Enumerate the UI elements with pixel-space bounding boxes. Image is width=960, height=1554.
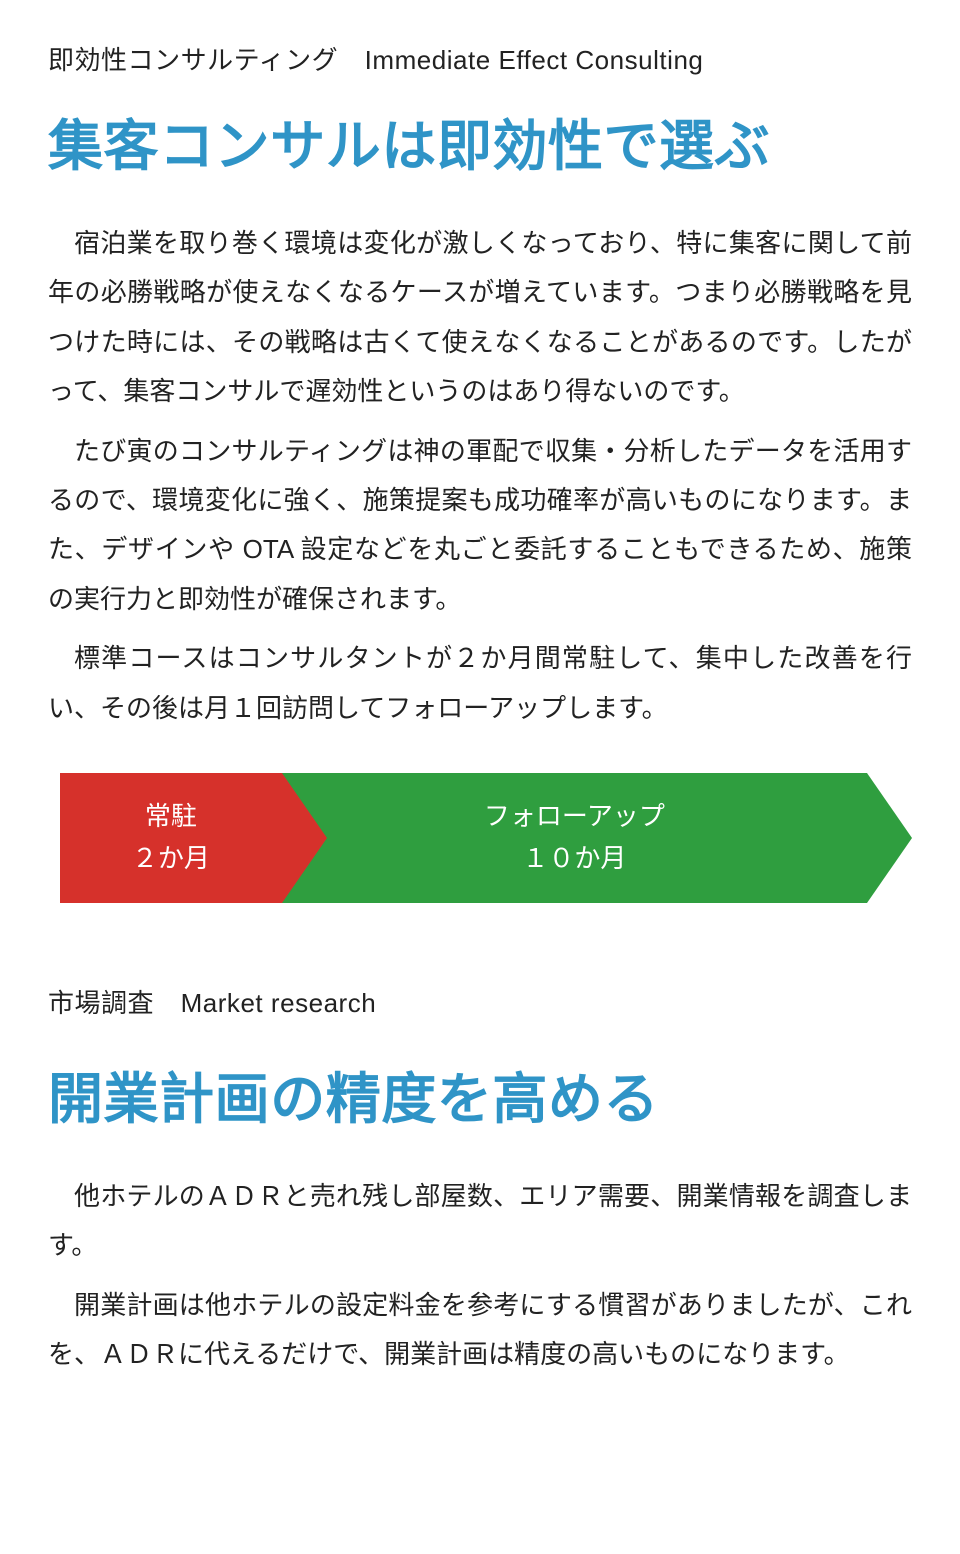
section1-para1: 宿泊業を取り巻く環境は変化が激しくなっており、特に集客に関して前年の必勝戦略が使… bbox=[48, 219, 912, 417]
section2-para2: 開業計画は他ホテルの設定料金を参考にする慣習がありましたが、これを、ＡＤＲに代え… bbox=[48, 1281, 912, 1380]
page: 即効性コンサルティング Immediate Effect Consulting … bbox=[0, 0, 960, 1449]
timeline-stage-resident-arrowhead-icon bbox=[282, 773, 327, 903]
section2-headline: 開業計画の精度を高める bbox=[48, 1066, 912, 1132]
section-consulting: 即効性コンサルティング Immediate Effect Consulting … bbox=[48, 40, 912, 903]
section2-para1: 他ホテルのＡＤＲと売れ残し部屋数、エリア需要、開業情報を調査します。 bbox=[48, 1172, 912, 1271]
timeline-stage-resident-line1: 常駐 bbox=[145, 796, 197, 838]
section1-para3: 標準コースはコンサルタントが２か月間常駐して、集中した改善を行い、その後は月１回… bbox=[48, 634, 912, 733]
timeline-stage-followup-line1: フォローアップ bbox=[484, 796, 665, 838]
timeline-diagram: 常駐 ２か月 フォローアップ １０か月 bbox=[48, 773, 912, 903]
section-market-research: 市場調査 Market research 開業計画の精度を高める 他ホテルのＡＤ… bbox=[48, 983, 912, 1380]
timeline-stage-resident: 常駐 ２か月 bbox=[60, 773, 282, 903]
section2-subheading: 市場調査 Market research bbox=[48, 983, 912, 1020]
section1-headline: 集客コンサルは即効性で選ぶ bbox=[48, 113, 912, 179]
timeline-stage-resident-line2: ２か月 bbox=[132, 838, 210, 880]
section1-subheading: 即効性コンサルティング Immediate Effect Consulting bbox=[48, 40, 912, 77]
section1-para2: たび寅のコンサルティングは神の軍配で収集・分析したデータを活用するので、環境変化… bbox=[48, 427, 912, 625]
spacer bbox=[48, 1056, 912, 1066]
timeline-row: 常駐 ２か月 フォローアップ １０か月 bbox=[60, 773, 912, 903]
timeline-stage-followup-arrowhead-icon bbox=[867, 773, 912, 903]
timeline-stage-followup-line2: １０か月 bbox=[522, 838, 626, 880]
timeline-stage-followup: フォローアップ １０か月 bbox=[282, 773, 867, 903]
